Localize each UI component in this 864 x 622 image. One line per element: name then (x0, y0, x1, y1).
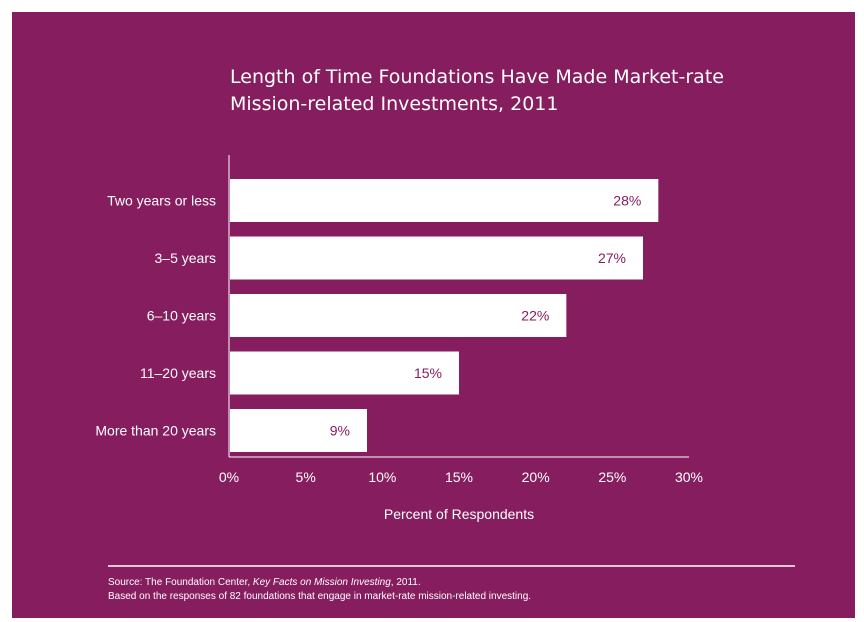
x-tick-label-2: 10% (368, 469, 396, 485)
value-label-1: 27% (598, 250, 626, 266)
chart-title: Length of Time Foundations Have Made Mar… (230, 64, 790, 118)
category-label-2: 6–10 years (147, 308, 216, 324)
value-label-3: 15% (414, 365, 442, 381)
source-publication: Key Facts on Mission Investing (252, 577, 391, 588)
category-label-4: More than 20 years (95, 423, 216, 439)
category-label-0: Two years or less (107, 193, 216, 209)
chart-title-line-2: Mission-related Investments, 2011 (230, 93, 559, 115)
x-tick-label-4: 20% (522, 469, 550, 485)
x-tick-label-3: 15% (445, 469, 473, 485)
source-note: Source: The Foundation Center, Key Facts… (108, 576, 531, 604)
source-suffix: , 2011. (390, 577, 421, 588)
x-axis-label: Percent of Respondents (384, 506, 534, 522)
x-tick-label-1: 5% (296, 469, 316, 485)
bar-chart: Two years or less 28% 3–5 years 27% 6–10 yea… (95, 155, 703, 522)
bar-2 (230, 294, 567, 337)
bar-4 (230, 409, 367, 452)
value-label-4: 9% (330, 423, 350, 439)
source-note-line: Based on the responses of 82 foundations… (108, 591, 532, 602)
value-label-0: 28% (613, 193, 641, 209)
x-ticks-group: 0% 5% 10% 15% 20% 25% 30% (219, 469, 703, 485)
bars-group: Two years or less 28% 3–5 years 27% 6–10 yea… (95, 179, 659, 452)
x-tick-label-0: 0% (219, 469, 239, 485)
x-tick-label-5: 25% (598, 469, 626, 485)
bar-1 (230, 236, 643, 280)
source-line: Source: The Foundation Center, Key Facts… (108, 576, 531, 590)
bar-0 (230, 179, 659, 222)
bar-3 (230, 351, 459, 395)
source-prefix: Source: The Foundation Center, (108, 577, 253, 588)
chart-title-line-1: Length of Time Foundations Have Made Mar… (230, 66, 724, 88)
category-label-1: 3–5 years (155, 250, 216, 266)
x-tick-label-6: 30% (675, 469, 703, 485)
value-label-2: 22% (521, 308, 549, 324)
category-label-3: 11–20 years (140, 365, 216, 381)
